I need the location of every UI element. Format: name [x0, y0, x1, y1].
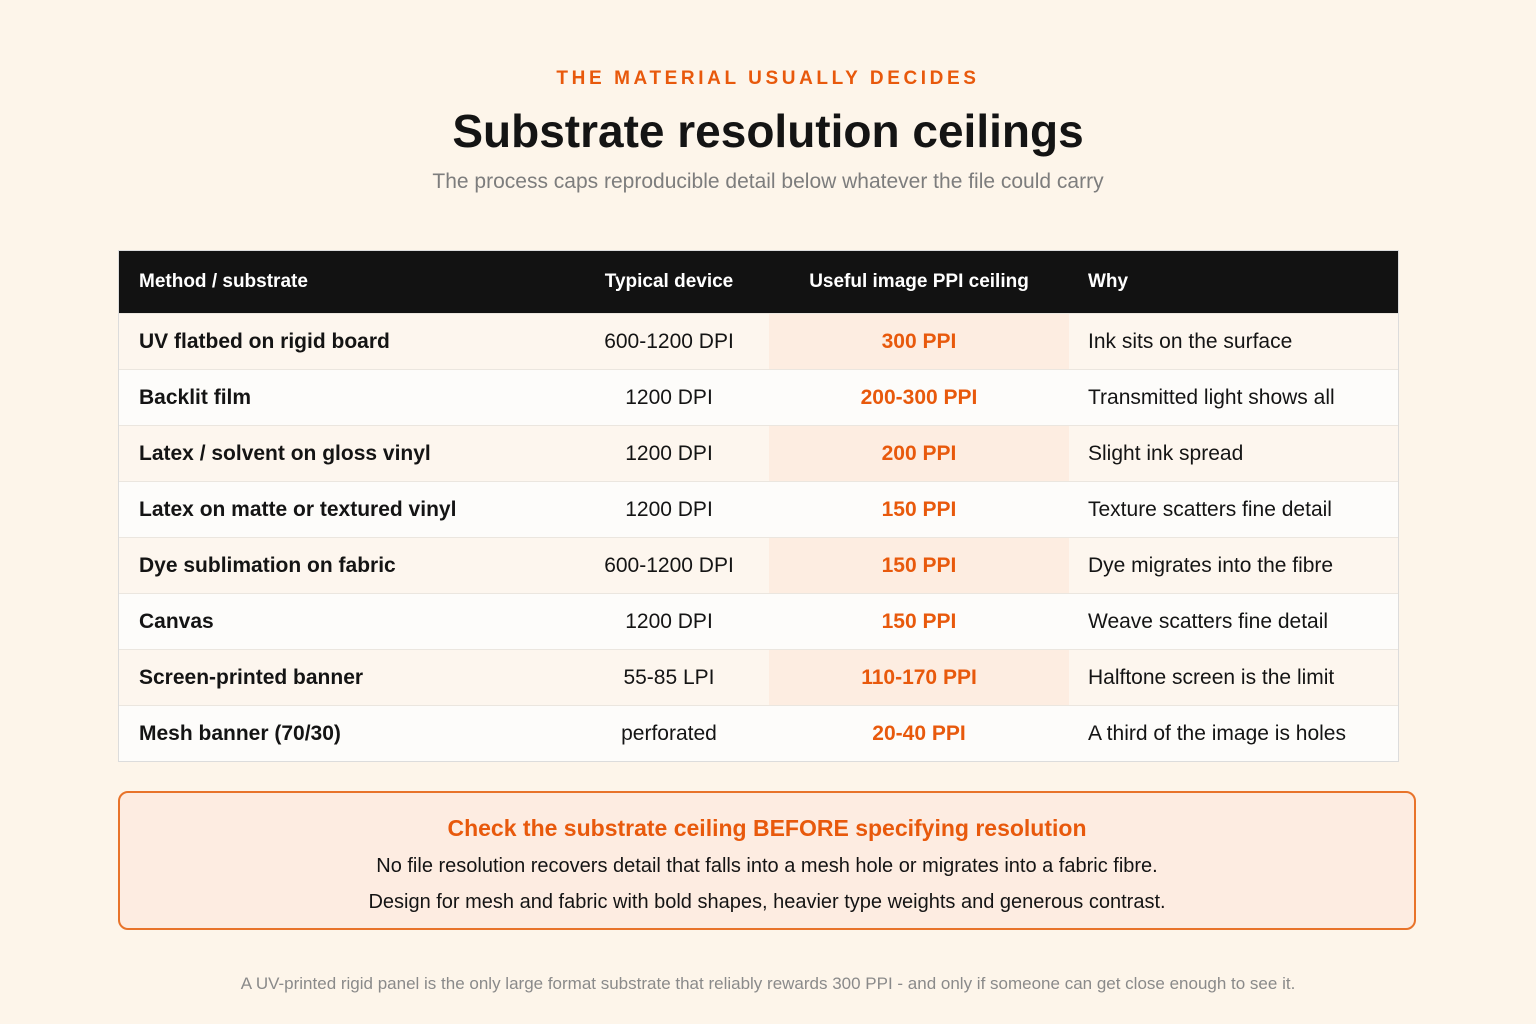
cell-ppi-ceiling: 110-170 PPI	[769, 649, 1069, 706]
cell-device: 1200 DPI	[569, 593, 769, 650]
cell-method: Latex / solvent on gloss vinyl	[119, 425, 569, 482]
cell-method: Canvas	[119, 593, 569, 650]
cell-device: 600-1200 DPI	[569, 313, 769, 370]
cell-why: A third of the image is holes	[1069, 705, 1398, 761]
column-header-device: Typical device	[569, 251, 769, 314]
table-row: Screen-printed banner 55-85 LPI 110-170 …	[119, 649, 1398, 706]
column-header-why: Why	[1069, 251, 1398, 314]
table-row: UV flatbed on rigid board 600-1200 DPI 3…	[119, 313, 1398, 370]
cell-method: UV flatbed on rigid board	[119, 313, 569, 370]
cell-device: perforated	[569, 705, 769, 761]
callout-line-1: No file resolution recovers detail that …	[376, 855, 1158, 877]
cell-ppi-ceiling: 150 PPI	[769, 481, 1069, 538]
cell-why: Dye migrates into the fibre	[1069, 537, 1398, 594]
cell-ppi-ceiling: 200-300 PPI	[769, 369, 1069, 426]
cell-ppi-ceiling: 20-40 PPI	[769, 705, 1069, 761]
callout-box: Check the substrate ceiling BEFORE speci…	[118, 791, 1416, 930]
eyebrow-label: THE MATERIAL USUALLY DECIDES	[556, 68, 980, 89]
cell-device: 600-1200 DPI	[569, 537, 769, 594]
cell-method: Dye sublimation on fabric	[119, 537, 569, 594]
table-row: Dye sublimation on fabric 600-1200 DPI 1…	[119, 537, 1398, 594]
cell-ppi-ceiling: 200 PPI	[769, 425, 1069, 482]
column-header-method: Method / substrate	[119, 251, 569, 314]
column-header-ppi-ceiling: Useful image PPI ceiling	[769, 251, 1069, 314]
cell-why: Texture scatters fine detail	[1069, 481, 1398, 538]
cell-why: Slight ink spread	[1069, 425, 1398, 482]
table-row: Latex / solvent on gloss vinyl 1200 DPI …	[119, 425, 1398, 482]
cell-why: Ink sits on the surface	[1069, 313, 1398, 370]
cell-why: Halftone screen is the limit	[1069, 649, 1398, 706]
cell-ppi-ceiling: 150 PPI	[769, 593, 1069, 650]
cell-device: 1200 DPI	[569, 369, 769, 426]
callout-title: Check the substrate ceiling BEFORE speci…	[447, 815, 1087, 841]
cell-why: Transmitted light shows all	[1069, 369, 1398, 426]
substrate-table: Method / substrate Typical device Useful…	[118, 250, 1399, 762]
cell-device: 55-85 LPI	[569, 649, 769, 706]
page-subtitle: The process caps reproducible detail bel…	[432, 170, 1104, 193]
cell-method: Backlit film	[119, 369, 569, 426]
table-header-row: Method / substrate Typical device Useful…	[119, 251, 1398, 314]
table-row: Backlit film 1200 DPI 200-300 PPI Transm…	[119, 369, 1398, 426]
cell-method: Latex on matte or textured vinyl	[119, 481, 569, 538]
cell-method: Mesh banner (70/30)	[119, 705, 569, 761]
table-row: Canvas 1200 DPI 150 PPI Weave scatters f…	[119, 593, 1398, 650]
footnote: A UV-printed rigid panel is the only lar…	[240, 974, 1296, 993]
cell-device: 1200 DPI	[569, 481, 769, 538]
cell-device: 1200 DPI	[569, 425, 769, 482]
cell-why: Weave scatters fine detail	[1069, 593, 1398, 650]
cell-ppi-ceiling: 300 PPI	[769, 313, 1069, 370]
cell-ppi-ceiling: 150 PPI	[769, 537, 1069, 594]
callout-line-2: Design for mesh and fabric with bold sha…	[368, 891, 1166, 913]
table-row: Latex on matte or textured vinyl 1200 DP…	[119, 481, 1398, 538]
page-title: Substrate resolution ceilings	[452, 105, 1084, 157]
cell-method: Screen-printed banner	[119, 649, 569, 706]
table-row: Mesh banner (70/30) perforated 20-40 PPI…	[119, 705, 1398, 761]
